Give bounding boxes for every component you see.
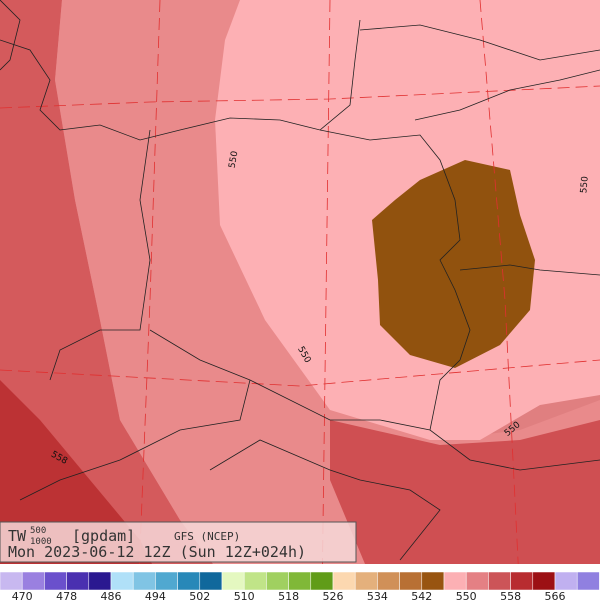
legend-title-sub: 1000 bbox=[30, 537, 52, 547]
legend-model: GFS (NCEP) bbox=[174, 530, 240, 543]
colorbar-swatch bbox=[243, 571, 267, 591]
colorbar-label: 534 bbox=[367, 590, 388, 600]
colorbar-swatch bbox=[66, 571, 90, 591]
colorbar-swatch bbox=[465, 571, 489, 591]
colorbar-swatch bbox=[421, 571, 445, 591]
colorbar-label: 566 bbox=[545, 590, 566, 600]
colorbar-label: 502 bbox=[189, 590, 210, 600]
colorbar-swatch bbox=[488, 571, 511, 591]
colorbar-swatch bbox=[532, 571, 556, 591]
contour-label: 550 bbox=[579, 176, 590, 194]
colorbar-label: 478 bbox=[56, 590, 77, 600]
colorbar-label: 518 bbox=[278, 590, 299, 600]
colorbar-swatch bbox=[0, 571, 23, 591]
legend-box bbox=[0, 521, 357, 563]
colorbar-swatch bbox=[44, 571, 67, 591]
colorbar-swatch bbox=[132, 571, 156, 591]
colorbar-swatch bbox=[332, 571, 356, 591]
colorbar-swatch bbox=[288, 571, 312, 591]
colorbar-label: 542 bbox=[411, 590, 432, 600]
colorbar-swatch bbox=[443, 571, 467, 591]
colorbar-swatch bbox=[21, 571, 45, 591]
legend-text: TW 500 1000 [gpdam] GFS (NCEP) Mon 2023-… bbox=[8, 526, 306, 561]
colorbar-swatch bbox=[110, 571, 134, 591]
colorbar-swatch bbox=[266, 571, 289, 591]
colorbar-label: 550 bbox=[456, 590, 477, 600]
legend-unit: [gpdam] bbox=[72, 527, 135, 545]
legend-title: TW bbox=[8, 527, 27, 545]
colorbar-swatch bbox=[177, 571, 201, 591]
colorbar-swatch bbox=[199, 571, 223, 591]
colorbar-swatch bbox=[576, 571, 600, 591]
colorbar-swatch bbox=[354, 571, 378, 591]
colorbar-label: 494 bbox=[145, 590, 166, 600]
colorbar-swatch bbox=[310, 571, 334, 591]
legend-title-sup: 500 bbox=[30, 526, 46, 536]
colorbar-label: 526 bbox=[323, 590, 344, 600]
contour-label: 550 bbox=[228, 150, 241, 169]
colorbar-swatch bbox=[377, 571, 400, 591]
colorbar-swatch bbox=[221, 571, 245, 591]
field-brown bbox=[372, 160, 535, 368]
field-dark-south bbox=[330, 420, 600, 600]
legend-time: Mon 2023-06-12 12Z (Sun 12Z+024h) bbox=[8, 543, 306, 561]
colorbar-swatch bbox=[88, 571, 112, 591]
colorbar-swatch bbox=[554, 571, 578, 591]
borders bbox=[0, 0, 600, 561]
colorbar-label: 486 bbox=[101, 590, 122, 600]
colorbar-label: 558 bbox=[500, 590, 521, 600]
colorbar-label: 510 bbox=[234, 590, 255, 600]
colorbar-swatch bbox=[510, 571, 534, 591]
colorbar-label: 470 bbox=[12, 590, 33, 600]
colorbar-swatch bbox=[399, 571, 423, 591]
colorbar-swatch bbox=[155, 571, 178, 591]
